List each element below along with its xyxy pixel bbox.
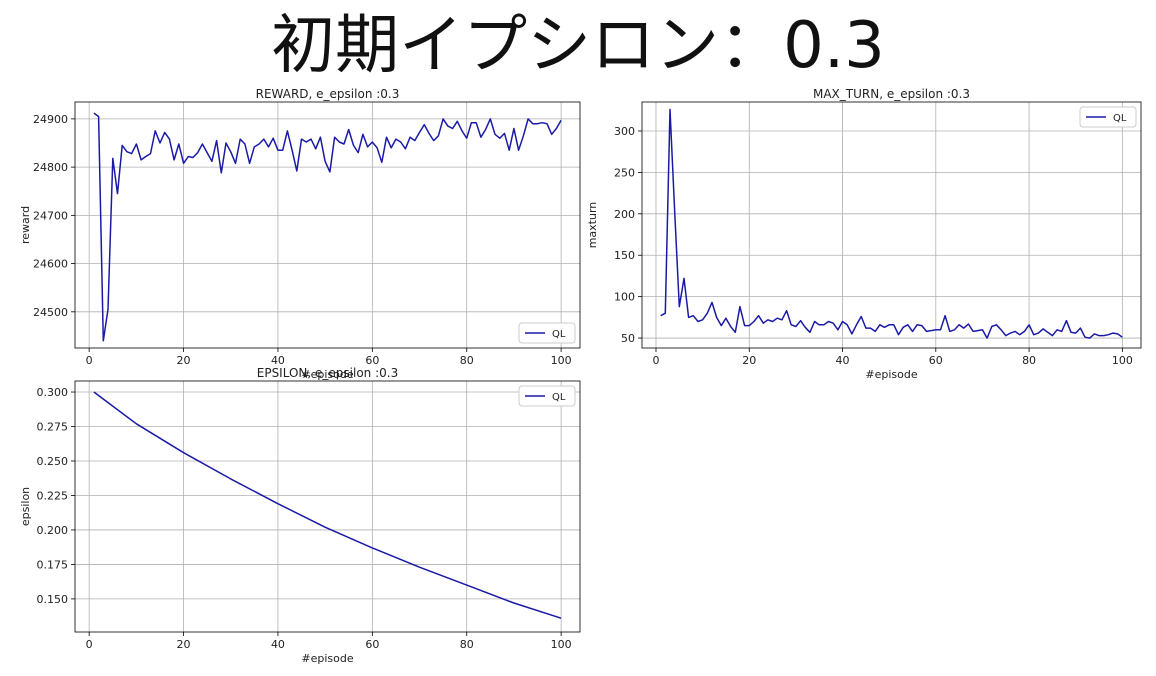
legend-label: QL bbox=[1113, 113, 1127, 124]
y-axis-label: reward bbox=[19, 206, 32, 244]
y-tick-label: 50 bbox=[621, 332, 635, 345]
y-axis-label: epsilon bbox=[19, 487, 32, 526]
legend-label: QL bbox=[552, 392, 566, 403]
y-tick-label: 24600 bbox=[33, 258, 68, 271]
y-tick-label: 0.300 bbox=[37, 386, 69, 399]
x-tick-label: 20 bbox=[742, 354, 756, 367]
x-tick-label: 80 bbox=[1022, 354, 1036, 367]
x-tick-label: 60 bbox=[929, 354, 943, 367]
y-tick-label: 0.250 bbox=[37, 455, 69, 468]
plot-frame bbox=[641, 101, 1142, 349]
plot-frame bbox=[74, 380, 581, 633]
x-axis-label: #episode bbox=[865, 368, 917, 381]
y-tick-label: 250 bbox=[614, 166, 635, 179]
y-tick-label: 24900 bbox=[33, 113, 68, 126]
chart-title: REWARD, e_epsilon :0.3 bbox=[256, 87, 400, 101]
y-tick-label: 24700 bbox=[33, 209, 68, 222]
x-tick-label: 60 bbox=[365, 638, 379, 651]
legend-box bbox=[518, 322, 576, 344]
legend-box bbox=[1079, 106, 1137, 128]
y-tick-label: 150 bbox=[614, 249, 635, 262]
chart-title: EPSILON, e_epsilon :0.3 bbox=[257, 366, 398, 380]
y-tick-label: 0.225 bbox=[37, 489, 69, 502]
legend-label: QL bbox=[552, 329, 566, 340]
y-tick-label: 0.275 bbox=[37, 421, 69, 434]
y-tick-label: 200 bbox=[614, 208, 635, 221]
figure-title: 初期イプシロン：0.3 bbox=[271, 9, 885, 83]
y-tick-label: 300 bbox=[614, 125, 635, 138]
y-tick-label: 24800 bbox=[33, 161, 68, 174]
x-tick-label: 100 bbox=[1112, 354, 1133, 367]
series-line-ql bbox=[93, 391, 562, 619]
x-tick-label: 100 bbox=[551, 354, 572, 367]
series-line-ql bbox=[660, 108, 1123, 339]
x-tick-label: 60 bbox=[365, 354, 379, 367]
y-tick-label: 24500 bbox=[33, 306, 68, 319]
x-axis-label: #episode bbox=[301, 652, 353, 665]
series-line-ql bbox=[93, 112, 562, 342]
y-axis-label: maxturn bbox=[586, 202, 599, 249]
x-tick-label: 0 bbox=[86, 638, 93, 651]
x-tick-label: 20 bbox=[177, 354, 191, 367]
y-tick-label: 0.150 bbox=[37, 593, 69, 606]
y-tick-label: 0.200 bbox=[37, 524, 69, 537]
x-axis-label: #episode bbox=[301, 368, 353, 381]
plot-frame bbox=[74, 101, 581, 349]
x-tick-label: 80 bbox=[460, 638, 474, 651]
x-tick-label: 0 bbox=[86, 354, 93, 367]
x-tick-label: 40 bbox=[271, 354, 285, 367]
x-tick-label: 40 bbox=[271, 638, 285, 651]
x-tick-label: 100 bbox=[551, 638, 572, 651]
chart-title: MAX_TURN, e_epsilon :0.3 bbox=[813, 87, 970, 101]
x-tick-label: 0 bbox=[652, 354, 659, 367]
x-tick-label: 20 bbox=[177, 638, 191, 651]
x-tick-label: 40 bbox=[836, 354, 850, 367]
x-tick-label: 80 bbox=[460, 354, 474, 367]
legend-box bbox=[518, 385, 576, 407]
y-tick-label: 0.175 bbox=[37, 558, 69, 571]
y-tick-label: 100 bbox=[614, 291, 635, 304]
